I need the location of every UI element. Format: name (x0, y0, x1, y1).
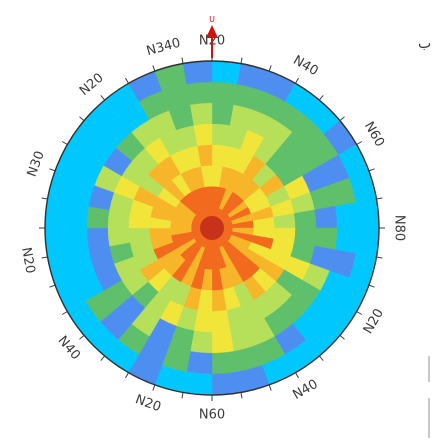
heatmap-cell (314, 206, 338, 229)
tick-mark (356, 141, 363, 145)
tick-mark (152, 65, 156, 72)
heatmap-cell (190, 330, 213, 354)
heatmap-cell (211, 81, 238, 105)
north-arrow-icon (206, 25, 218, 38)
heatmap-cell (355, 198, 380, 229)
scroll-indicator-upper (428, 356, 430, 382)
heatmap-cell (186, 81, 213, 105)
tick-mark (339, 334, 345, 340)
tick-mark (125, 372, 129, 379)
tick-mark (356, 311, 363, 315)
tick-mark (240, 392, 243, 399)
heatmap-cell (65, 227, 89, 254)
tick-mark (100, 355, 106, 361)
tick-mark (295, 77, 299, 84)
heatmap-cell (190, 102, 213, 126)
tick-mark (41, 197, 48, 200)
heatmap-cell (86, 227, 110, 250)
heatmap-cell (44, 227, 69, 258)
tick-mark (41, 256, 48, 259)
heatmap-cell (314, 227, 338, 250)
heatmap-cell (65, 202, 89, 229)
tick-mark (368, 168, 375, 172)
angle-label: N340 (145, 36, 182, 59)
heatmap-cell (211, 371, 242, 396)
side-glyph: ب (418, 36, 432, 52)
scroll-indicator-lower (428, 398, 430, 438)
heatmap-cell (182, 60, 213, 85)
tick-mark (125, 77, 129, 84)
heatmap-cell (182, 371, 213, 396)
tick-mark (79, 116, 85, 122)
heatmap-cell (335, 227, 359, 254)
tick-mark (268, 384, 272, 391)
tick-mark (61, 311, 68, 315)
tick-mark (376, 256, 383, 259)
tick-mark (181, 57, 184, 64)
tick-mark (295, 372, 299, 379)
tick-mark (49, 284, 56, 288)
heatmap-cells (44, 60, 380, 396)
heatmap-cell (211, 330, 234, 354)
heatmap-cell (355, 227, 380, 258)
angle-label: N20 (361, 306, 387, 336)
tick-mark (49, 168, 56, 172)
angle-label: N60 (361, 119, 387, 149)
angle-label: N40 (290, 53, 320, 79)
heatmap-cell (44, 198, 69, 229)
tick-mark (79, 334, 85, 340)
heatmap-cell (211, 351, 238, 375)
heatmap-cell (211, 102, 234, 126)
outer-ring (44, 60, 380, 396)
tick-mark (318, 355, 324, 361)
heatmap-cell (86, 206, 110, 229)
angle-label: N80 (392, 215, 407, 241)
tick-mark (318, 95, 324, 101)
tick-mark (100, 95, 106, 101)
tick-mark (268, 65, 272, 72)
angle-label: N20 (18, 246, 37, 274)
angle-label: N60 (199, 408, 225, 423)
angle-label: N40 (290, 377, 320, 403)
angle-label: N20 (77, 71, 107, 99)
tick-mark (181, 392, 184, 399)
angle-label: N40 (55, 333, 83, 363)
tick-mark (240, 57, 243, 64)
tick-mark (339, 116, 345, 122)
heatmap-cell (335, 202, 359, 229)
tick-mark (61, 141, 68, 145)
tick-mark (152, 384, 156, 391)
north-marker: U (209, 15, 215, 24)
heatmap-cell (211, 60, 242, 85)
tick-marks (39, 55, 385, 401)
angle-label: N30 (25, 149, 48, 179)
center-hotspot (200, 216, 224, 240)
angle-label: N20 (133, 392, 163, 415)
tick-mark (376, 197, 383, 200)
heatmap-cell (186, 351, 213, 375)
tick-mark (368, 284, 375, 288)
